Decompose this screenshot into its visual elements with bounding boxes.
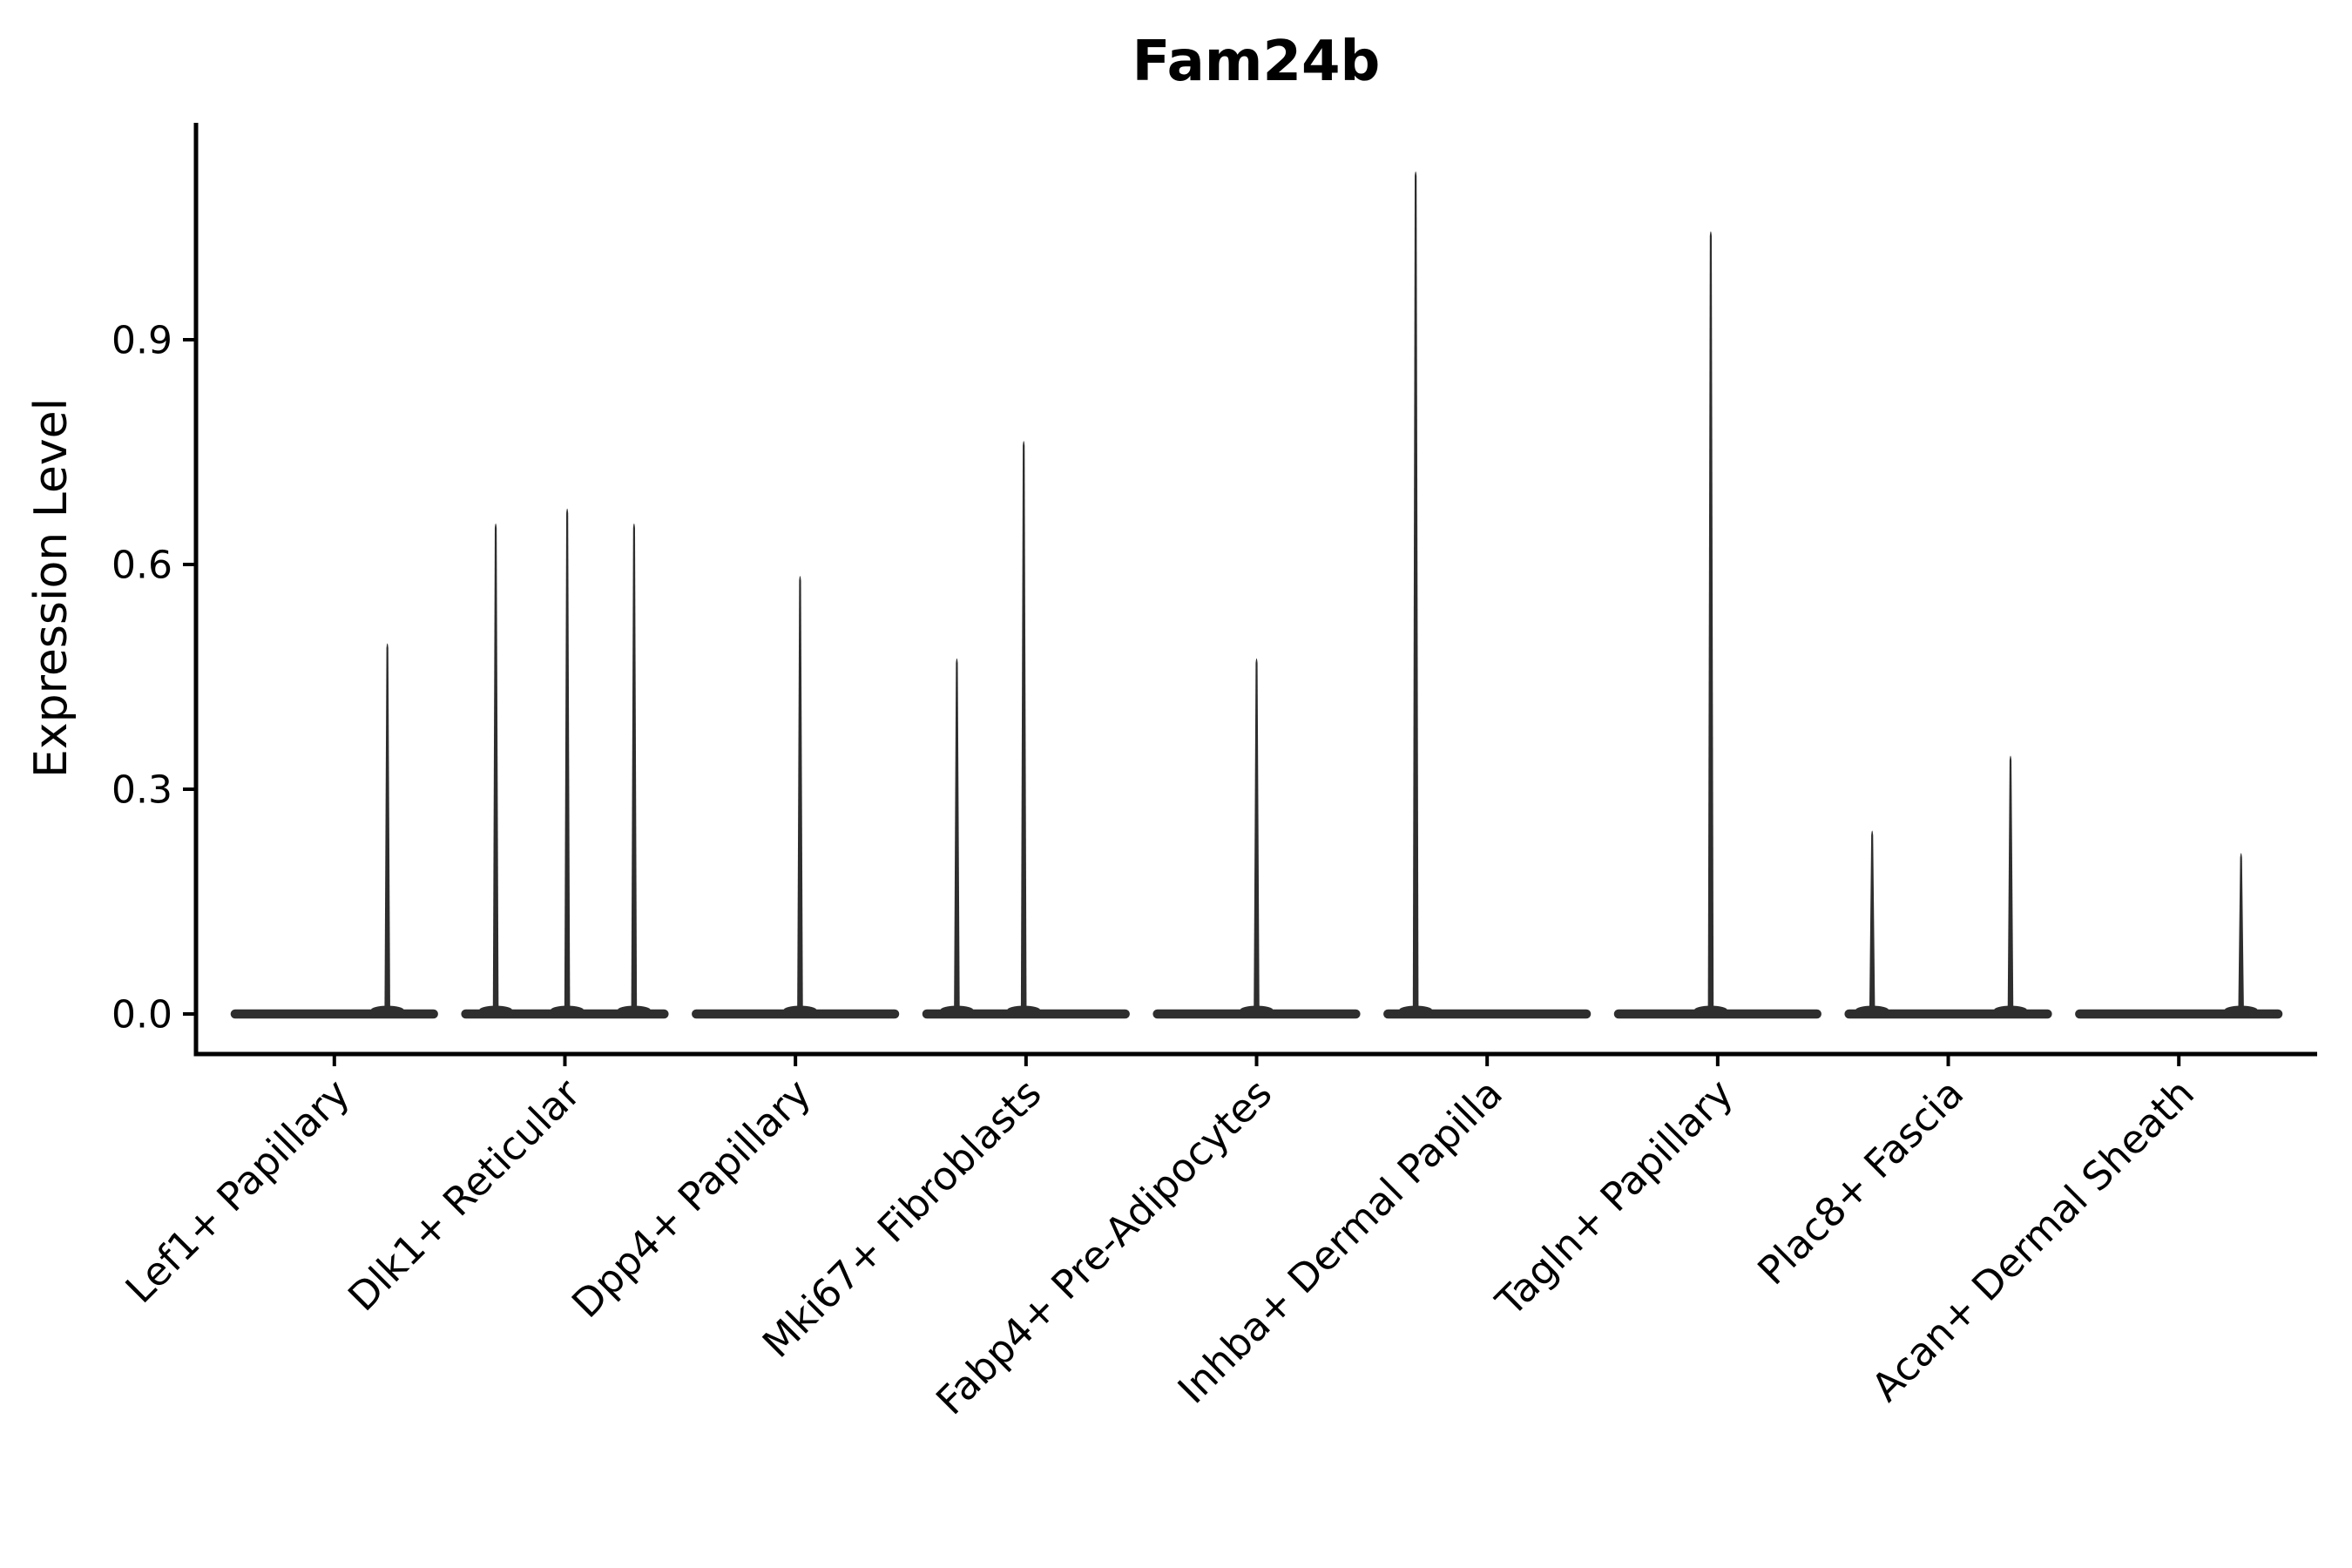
- y-tick-label: 0.6: [112, 543, 172, 587]
- violin-spike: [1412, 171, 1419, 1014]
- y-tick-label: 0.0: [112, 992, 172, 1037]
- violin-spike: [2238, 853, 2244, 1014]
- violin-spike: [1254, 658, 1260, 1014]
- violin-spike: [1020, 441, 1027, 1014]
- x-tick-label: Plac8+ Fascia: [1748, 1070, 1972, 1294]
- y-axis-label: Expression Level: [25, 398, 78, 778]
- violin-zero-density: [1383, 1009, 1592, 1019]
- chart-title: Fam24b: [1132, 30, 1381, 94]
- y-tick-label: 0.9: [112, 318, 172, 362]
- violin-spike: [564, 508, 571, 1014]
- y-tick-label: 0.3: [112, 767, 172, 812]
- violin-spike: [384, 643, 390, 1014]
- violin-spike: [1869, 830, 1876, 1014]
- violin-spike: [492, 523, 499, 1014]
- violin-spike: [1707, 231, 1714, 1014]
- x-tick-label: Lef1+ Papillary: [117, 1070, 359, 1312]
- violin-spike: [797, 576, 803, 1014]
- x-tick-label: Dlk1+ Reticular: [339, 1070, 589, 1320]
- x-tick-label: Dpp4+ Papillary: [563, 1070, 820, 1327]
- x-tick-label: Tagln+ Papillary: [1486, 1070, 1741, 1325]
- violin-spike: [2007, 755, 2014, 1014]
- violin-zero-density: [230, 1009, 438, 1019]
- violin-spike: [954, 658, 960, 1014]
- violin-spike: [631, 523, 638, 1014]
